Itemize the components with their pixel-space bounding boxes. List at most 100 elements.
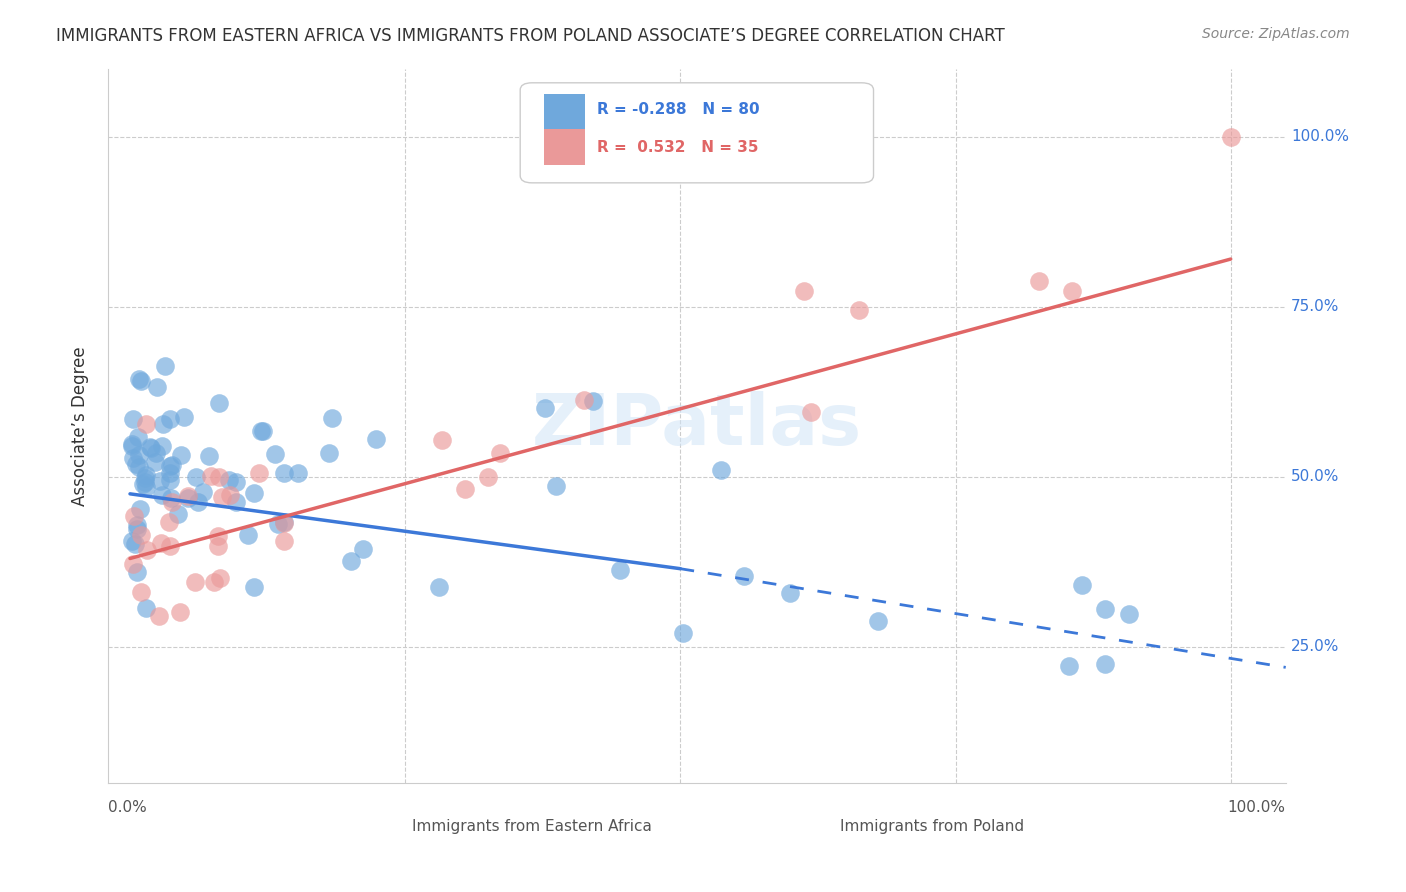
Point <box>121 412 143 426</box>
Point <box>159 412 181 426</box>
Point <box>149 474 172 488</box>
Point <box>1118 607 1140 621</box>
Point <box>273 516 295 530</box>
Point <box>1062 284 1084 298</box>
Point <box>127 517 149 532</box>
Point <box>159 459 181 474</box>
Point <box>264 447 287 461</box>
FancyBboxPatch shape <box>544 129 585 165</box>
Point <box>582 393 605 408</box>
Point <box>184 574 207 589</box>
Point <box>243 486 266 500</box>
Point <box>866 615 889 629</box>
Point <box>159 473 181 487</box>
Point <box>800 405 823 419</box>
Point <box>128 448 150 462</box>
Point <box>129 374 152 388</box>
Point <box>127 429 149 443</box>
Point <box>247 467 270 481</box>
Point <box>1219 129 1241 144</box>
Point <box>150 488 173 502</box>
Point <box>339 554 361 568</box>
Point <box>238 528 260 542</box>
Point <box>267 517 290 532</box>
Point <box>128 372 150 386</box>
Point <box>177 491 200 506</box>
Point <box>135 417 157 431</box>
Point <box>366 432 388 446</box>
Point <box>242 580 264 594</box>
Bar <box>794 815 824 830</box>
Point <box>1070 577 1092 591</box>
Text: Source: ZipAtlas.com: Source: ZipAtlas.com <box>1202 27 1350 41</box>
Point <box>1094 657 1116 671</box>
Point <box>124 536 146 550</box>
Point <box>609 563 631 577</box>
Point <box>127 523 149 537</box>
Point <box>273 515 295 529</box>
Point <box>1059 659 1081 673</box>
Point <box>134 475 156 489</box>
Point <box>184 470 207 484</box>
Point <box>250 424 273 438</box>
Point <box>848 302 870 317</box>
Point <box>125 457 148 471</box>
Point <box>352 541 374 556</box>
Point <box>191 485 214 500</box>
Point <box>489 446 512 460</box>
Text: 25.0%: 25.0% <box>1291 640 1340 655</box>
FancyBboxPatch shape <box>520 83 873 183</box>
Point <box>160 491 183 506</box>
Text: ZIPatlas: ZIPatlas <box>531 392 862 460</box>
Point <box>131 528 153 542</box>
Point <box>218 488 240 502</box>
Point <box>160 458 183 472</box>
Point <box>572 392 595 407</box>
Text: R = -0.288   N = 80: R = -0.288 N = 80 <box>596 103 759 118</box>
Text: Immigrants from Eastern Africa: Immigrants from Eastern Africa <box>412 819 652 834</box>
Point <box>252 424 274 438</box>
Point <box>122 508 145 523</box>
Point <box>207 529 229 543</box>
Point <box>1094 601 1116 615</box>
Point <box>139 440 162 454</box>
Point <box>143 455 166 469</box>
Point <box>544 479 567 493</box>
Point <box>207 396 229 410</box>
Point <box>121 437 143 451</box>
Point <box>733 568 755 582</box>
Point <box>211 490 233 504</box>
Y-axis label: Associate’s Degree: Associate’s Degree <box>72 346 89 506</box>
Point <box>218 473 240 487</box>
Text: Immigrants from Poland: Immigrants from Poland <box>841 819 1025 834</box>
Text: 100.0%: 100.0% <box>1227 800 1285 815</box>
Point <box>197 449 219 463</box>
Point <box>128 459 150 474</box>
Point <box>779 585 801 599</box>
Point <box>152 417 174 431</box>
Text: IMMIGRANTS FROM EASTERN AFRICA VS IMMIGRANTS FROM POLAND ASSOCIATE’S DEGREE CORR: IMMIGRANTS FROM EASTERN AFRICA VS IMMIGR… <box>56 27 1005 45</box>
Point <box>159 539 181 553</box>
Text: 50.0%: 50.0% <box>1291 469 1340 484</box>
Point <box>793 284 815 298</box>
Point <box>150 439 173 453</box>
Point <box>135 542 157 557</box>
Point <box>430 433 453 447</box>
Text: 0.0%: 0.0% <box>108 800 146 815</box>
Point <box>150 536 173 550</box>
Point <box>169 605 191 619</box>
Text: 75.0%: 75.0% <box>1291 299 1340 314</box>
Point <box>135 480 157 494</box>
Text: 100.0%: 100.0% <box>1291 129 1350 145</box>
Point <box>148 608 170 623</box>
Point <box>128 501 150 516</box>
Point <box>134 470 156 484</box>
Point <box>157 516 180 530</box>
Point <box>209 571 232 585</box>
Point <box>200 469 222 483</box>
Point <box>208 469 231 483</box>
Point <box>1028 274 1050 288</box>
Point <box>159 467 181 481</box>
Point <box>427 580 450 594</box>
Point <box>170 448 193 462</box>
